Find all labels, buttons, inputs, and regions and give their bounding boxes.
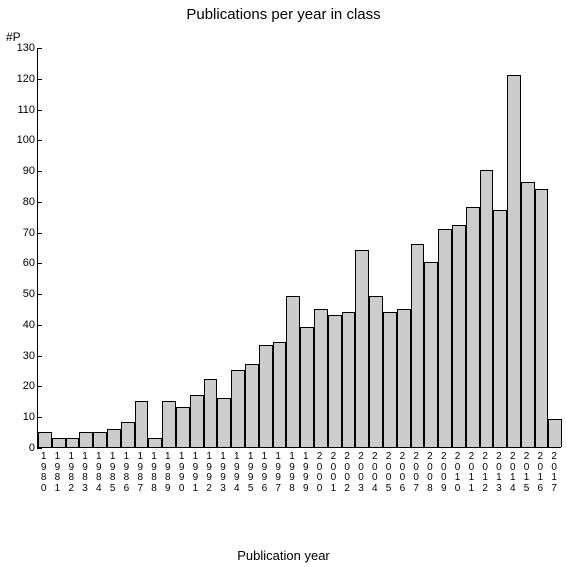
x-tick-label: 1983 [78, 450, 92, 494]
x-tick-label: 2003 [354, 450, 368, 494]
bar [176, 407, 190, 447]
bar [342, 312, 356, 447]
bars-group [38, 47, 562, 447]
x-tick-label: 1990 [175, 450, 189, 494]
x-tick-label: 1988 [147, 450, 161, 494]
bar [245, 364, 259, 447]
plot-area [37, 48, 561, 448]
bar [217, 398, 231, 447]
x-tick-label: 2016 [534, 450, 548, 494]
bar [259, 345, 273, 447]
bar [480, 170, 494, 447]
bar [452, 225, 466, 447]
chart-container: Publications per year in class #P 010203… [0, 0, 567, 567]
y-tick-label: 80 [7, 196, 35, 208]
x-tick-label: 1984 [92, 450, 106, 494]
y-tick-mark [37, 448, 42, 449]
x-tick-label: 2008 [423, 450, 437, 494]
x-ticks: 1980198119821983198419851986198719881989… [37, 450, 561, 494]
bar [79, 432, 93, 447]
bar [148, 438, 162, 447]
bar [190, 395, 204, 447]
bar [507, 75, 521, 447]
x-tick-label: 1998 [285, 450, 299, 494]
y-tick-label: 40 [7, 319, 35, 331]
bar [548, 419, 562, 447]
x-tick-label: 1987 [134, 450, 148, 494]
bar [493, 210, 507, 447]
x-tick-label: 2007 [410, 450, 424, 494]
y-tick-label: 10 [7, 411, 35, 423]
x-tick-label: 1997 [272, 450, 286, 494]
x-tick-label: 2009 [437, 450, 451, 494]
x-tick-label: 1986 [120, 450, 134, 494]
x-tick-label: 2004 [368, 450, 382, 494]
x-tick-label: 1996 [258, 450, 272, 494]
y-tick-label: 50 [7, 288, 35, 300]
x-tick-label: 2011 [465, 450, 479, 494]
x-tick-label: 2015 [520, 450, 534, 494]
x-tick-label: 2002 [341, 450, 355, 494]
bar [535, 189, 549, 447]
bar [355, 250, 369, 447]
x-tick-label: 2010 [451, 450, 465, 494]
x-tick-label: 1980 [37, 450, 51, 494]
y-tick-label: 110 [7, 104, 35, 116]
x-tick-label: 2001 [327, 450, 341, 494]
x-tick-label: 1982 [65, 450, 79, 494]
bar [93, 432, 107, 447]
x-tick-label: 1985 [106, 450, 120, 494]
bar [411, 244, 425, 447]
bar [286, 296, 300, 447]
bar [397, 309, 411, 447]
x-tick-label: 1989 [161, 450, 175, 494]
y-tick-label: 30 [7, 350, 35, 362]
x-tick-label: 2006 [396, 450, 410, 494]
bar [273, 342, 287, 447]
bar [38, 432, 52, 447]
x-tick-label: 1992 [203, 450, 217, 494]
bar [66, 438, 80, 447]
x-tick-label: 2014 [506, 450, 520, 494]
x-tick-label: 2017 [547, 450, 561, 494]
y-tick-label: 70 [7, 227, 35, 239]
x-tick-label: 1999 [299, 450, 313, 494]
bar [521, 182, 535, 447]
y-tick-label: 60 [7, 257, 35, 269]
bar [121, 422, 135, 447]
x-tick-label: 1995 [244, 450, 258, 494]
x-tick-label: 1994 [230, 450, 244, 494]
bar [383, 312, 397, 447]
bar [314, 309, 328, 447]
bar [162, 401, 176, 447]
x-tick-label: 1991 [189, 450, 203, 494]
bar [135, 401, 149, 447]
y-tick-label: 20 [7, 380, 35, 392]
bar [107, 429, 121, 447]
y-tick-label: 120 [7, 73, 35, 85]
x-tick-label: 2013 [492, 450, 506, 494]
chart-title: Publications per year in class [0, 6, 567, 23]
bar [300, 327, 314, 447]
bar [204, 379, 218, 447]
x-tick-label: 2000 [313, 450, 327, 494]
y-tick-label: 130 [7, 42, 35, 54]
bar [52, 438, 66, 447]
bar [438, 229, 452, 447]
y-tick-label: 0 [7, 442, 35, 454]
x-axis-label: Publication year [0, 548, 567, 563]
y-tick-label: 100 [7, 134, 35, 146]
bar [424, 262, 438, 447]
bar [328, 315, 342, 447]
y-tick-label: 90 [7, 165, 35, 177]
x-tick-label: 1993 [216, 450, 230, 494]
bar [231, 370, 245, 447]
x-tick-label: 1981 [51, 450, 65, 494]
x-tick-label: 2005 [382, 450, 396, 494]
bar [466, 207, 480, 447]
x-tick-label: 2012 [479, 450, 493, 494]
bar [369, 296, 383, 447]
